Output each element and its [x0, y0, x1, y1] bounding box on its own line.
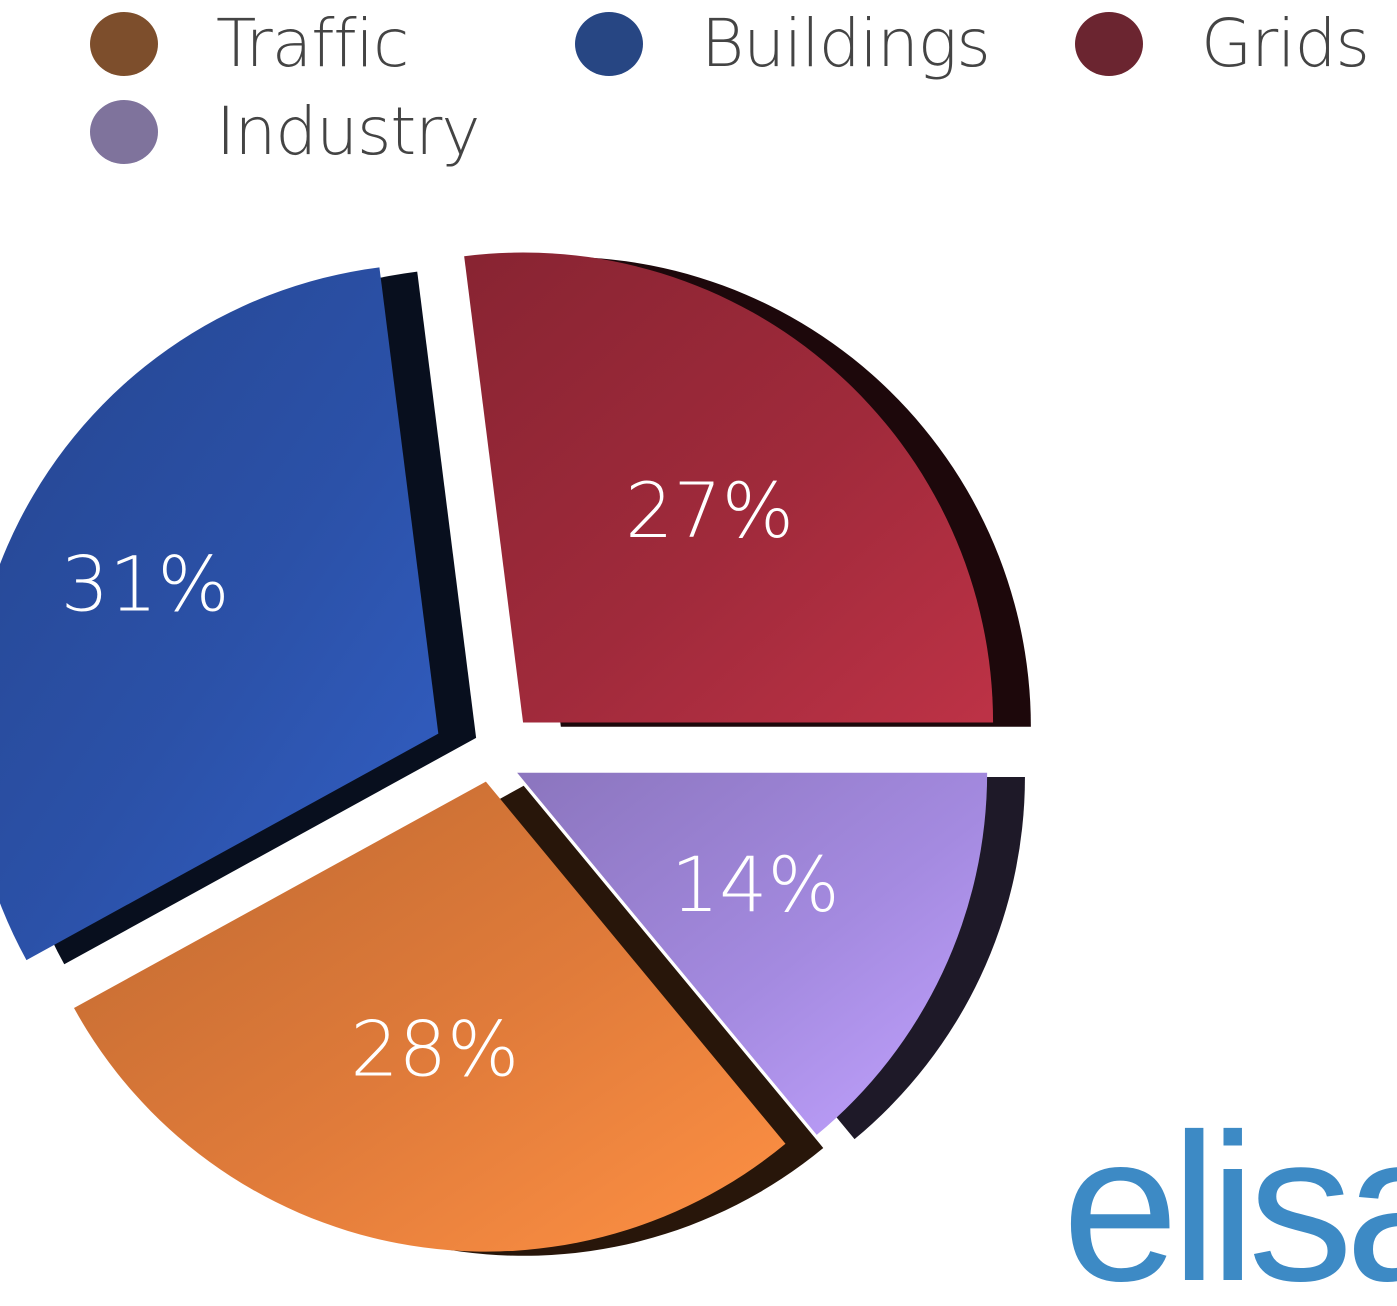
legend-swatch-buildings — [575, 12, 643, 76]
pie-value-labels: 14% 28% 31% 27% — [61, 466, 840, 1093]
pie-slice-buildings — [0, 267, 477, 965]
pie-slice-top-buildings — [0, 267, 439, 961]
slice-label-industry: 14% — [671, 840, 840, 929]
chart-legend: Traffic Buildings Grids Industry — [0, 0, 1397, 190]
legend-swatch-grids — [1075, 12, 1143, 76]
legend-label-grids: Grids — [1201, 5, 1370, 82]
slice-label-buildings: 31% — [61, 539, 230, 628]
pie-slice-industry — [517, 772, 1025, 1140]
pie-slice-grids — [464, 252, 1031, 727]
elisa-logo: elisa — [1062, 1103, 1397, 1306]
legend-label-buildings: Buildings — [701, 5, 991, 82]
logo-text: elisa — [1062, 1090, 1397, 1306]
legend-swatch-industry — [90, 100, 158, 164]
pie-slice-top-traffic — [74, 781, 786, 1252]
slice-label-traffic: 28% — [350, 1004, 519, 1093]
legend-label-industry: Industry — [216, 93, 480, 170]
legend-label-traffic: Traffic — [216, 5, 409, 82]
pie-slice-top-grids — [464, 252, 994, 723]
pie-slices — [0, 252, 1031, 1256]
slice-label-grids: 27% — [625, 466, 794, 555]
legend-swatch-traffic — [90, 12, 158, 76]
pie-slice-top-industry — [517, 772, 988, 1135]
pie-slice-traffic — [74, 781, 824, 1256]
